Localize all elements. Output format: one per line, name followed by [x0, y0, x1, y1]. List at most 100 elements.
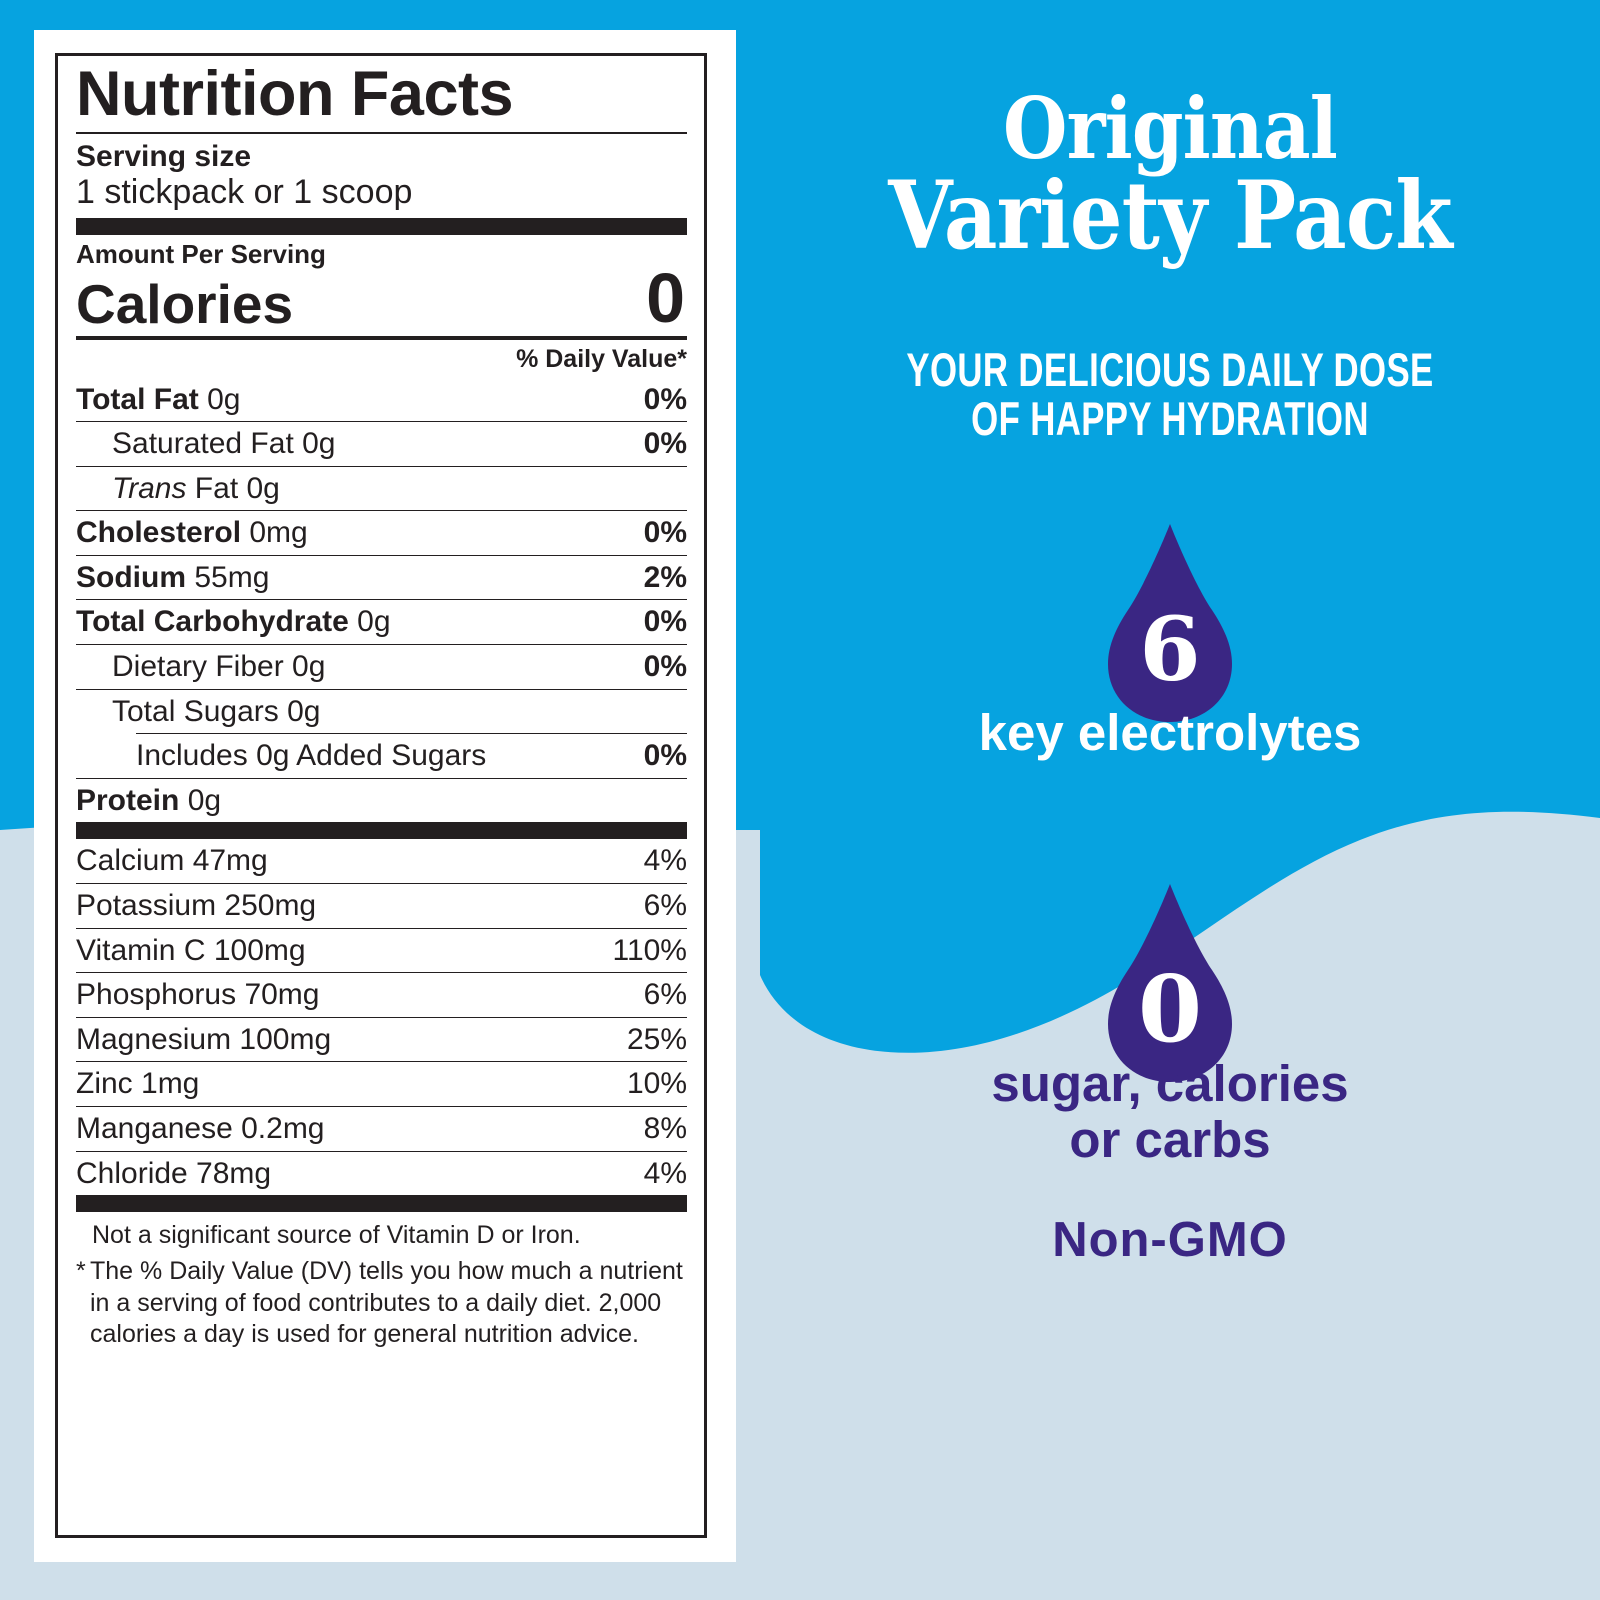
nutrient-row: Total Sugars 0g [76, 690, 687, 734]
product-headline: Original Variety Pack [792, 87, 1549, 272]
micronutrient-daily-value: 10% [626, 1067, 687, 1101]
nutrient-daily-value: 0% [643, 605, 687, 639]
micronutrient-name: Phosphorus 70mg [76, 978, 320, 1012]
promo-panel: Original Variety Pack YOUR DELICIOUS DAI… [740, 0, 1600, 1600]
water-droplet-icon [1108, 524, 1232, 722]
nutrient-name: Sodium 55mg [76, 561, 634, 595]
nutrient-name: Total Carbohydrate 0g [76, 605, 634, 639]
nutrient-daily-value: 0% [643, 382, 687, 416]
nutrient-name: Total Fat 0g [76, 383, 634, 417]
micronutrient-name: Chloride 78mg [76, 1156, 272, 1190]
nutrient-row: Protein 0g [76, 779, 687, 823]
micronutrient-row: Phosphorus 70mg 6% [76, 973, 687, 1017]
nutrient-daily-value: 0% [643, 739, 687, 773]
nutrition-label-card: Nutrition Facts Serving size 1 stickpack… [34, 30, 736, 1562]
electrolytes-badge: 6 [1070, 518, 1270, 728]
divider [76, 883, 687, 885]
serving-size-value: 1 stickpack or 1 scoop [76, 173, 413, 212]
not-significant-note: Not a significant source of Vitamin D or… [92, 1221, 581, 1250]
zero-sugar-badge: 0 [1070, 878, 1270, 1088]
nutrient-name: Trans Fat 0g [112, 471, 280, 505]
micronutrient-name: Potassium 250mg [76, 889, 317, 923]
product-tagline: YOUR DELICIOUS DAILY DOSE OF HAPPY HYDRA… [852, 345, 1488, 444]
micronutrient-rows: Calcium 47mg 4% Potassium 250mg 6% Vitamin C… [76, 839, 687, 1195]
nutrient-amount: 0g [348, 605, 391, 639]
nutrient-rows: Total Fat 0g 0% Saturated Fat 0g 0% Trans Fa… [76, 378, 687, 823]
micronutrient-daily-value: 8% [643, 1112, 687, 1146]
nutrient-name-bold: Cholesterol [76, 516, 242, 550]
nutrient-row: Includes 0g Added Sugars 0% [76, 734, 687, 778]
divider-thick-2 [76, 822, 687, 840]
divider-medium [76, 335, 687, 340]
zero-count: 0 [1137, 955, 1202, 1063]
nutrient-row: Dietary Fiber 0g 0% [76, 645, 687, 689]
micronutrient-daily-value: 4% [643, 1156, 687, 1190]
divider [76, 972, 687, 974]
divider [76, 510, 687, 512]
headline-line-2: Variety Pack [888, 161, 1452, 272]
nutrition-facts-panel: Nutrition Facts Serving size 1 stickpack… [55, 53, 707, 1538]
serving-size-label: Serving size [76, 139, 252, 173]
nutrient-name-italic: Trans [112, 471, 187, 505]
daily-value-header: % Daily Value* [516, 344, 687, 373]
divider [76, 688, 687, 690]
micronutrient-name: Vitamin C 100mg [76, 933, 306, 967]
daily-value-footnote: * The % Daily Value (DV) tells you how m… [76, 1250, 687, 1351]
zero-caption-line-2: or carbs [1069, 1111, 1271, 1169]
divider [76, 421, 687, 423]
micronutrient-name: Magnesium 100mg [76, 1022, 332, 1056]
footnote-asterisk: * [76, 1257, 86, 1286]
divider [76, 131, 687, 134]
nutrient-amount: 0mg [241, 516, 308, 550]
micronutrient-row: Vitamin C 100mg 110% [76, 929, 687, 973]
nutrient-name: Includes 0g Added Sugars [136, 739, 487, 773]
electrolytes-caption: key electrolytes [978, 704, 1362, 761]
micronutrient-daily-value: 25% [626, 1022, 687, 1056]
nutrient-name-bold: Total Carbohydrate [76, 605, 349, 639]
nutrient-name: Total Sugars 0g [112, 694, 321, 728]
water-droplet-icon [1108, 884, 1232, 1082]
nutrient-daily-value: 0% [643, 427, 687, 461]
divider [76, 554, 687, 556]
divider [76, 1061, 687, 1063]
divider [76, 1106, 687, 1108]
micronutrient-name: Calcium 47mg [76, 844, 268, 878]
amount-per-serving-label: Amount Per Serving [76, 239, 326, 270]
nutrient-row: Sodium 55mg 2% [76, 556, 687, 600]
nutrition-facts-title: Nutrition Facts [76, 59, 514, 129]
micronutrient-row: Calcium 47mg 4% [76, 839, 687, 883]
headline-line-1: Original [1003, 79, 1338, 178]
divider-thick-3 [76, 1195, 687, 1213]
footnote-text: The % Daily Value (DV) tells you how muc… [90, 1257, 683, 1349]
divider [76, 927, 687, 929]
micronutrient-row: Chloride 78mg 4% [76, 1152, 687, 1196]
micronutrient-row: Potassium 250mg 6% [76, 884, 687, 928]
nutrient-name-bold: Total Fat [76, 382, 199, 416]
zero-sugar-caption: sugar, calories or carbs [740, 1055, 1600, 1169]
nutrient-name: Cholesterol 0mg [76, 516, 634, 550]
electrolytes-count: 6 [1139, 597, 1201, 701]
calories-row: Calories 0 [76, 263, 687, 335]
divider [76, 777, 687, 779]
nutrient-daily-value: 2% [643, 560, 687, 594]
divider [136, 733, 687, 735]
micronutrient-name: Zinc 1mg [76, 1067, 200, 1101]
calories-label: Calories [76, 272, 294, 335]
micronutrient-daily-value: 4% [643, 844, 687, 878]
nutrient-name-bold: Sodium [76, 560, 186, 594]
tagline-line-2: OF HAPPY HYDRATION [971, 392, 1369, 446]
nutrient-row: Trans Fat 0g [76, 467, 687, 511]
divider [76, 599, 687, 601]
micronutrient-name: Manganese 0.2mg [76, 1112, 325, 1146]
micronutrient-daily-value: 6% [643, 889, 687, 923]
nutrient-amount: 55mg [186, 560, 270, 594]
nutrient-daily-value: 0% [643, 516, 687, 550]
nutrient-name: Dietary Fiber 0g [112, 650, 326, 684]
divider [76, 1016, 687, 1018]
divider [76, 1150, 687, 1152]
non-gmo-badge: Non-GMO [1052, 1213, 1288, 1267]
nutrient-row: Saturated Fat 0g 0% [76, 422, 687, 466]
tagline-line-1: YOUR DELICIOUS DAILY DOSE [906, 343, 1434, 396]
micronutrient-row: Zinc 1mg 10% [76, 1062, 687, 1106]
